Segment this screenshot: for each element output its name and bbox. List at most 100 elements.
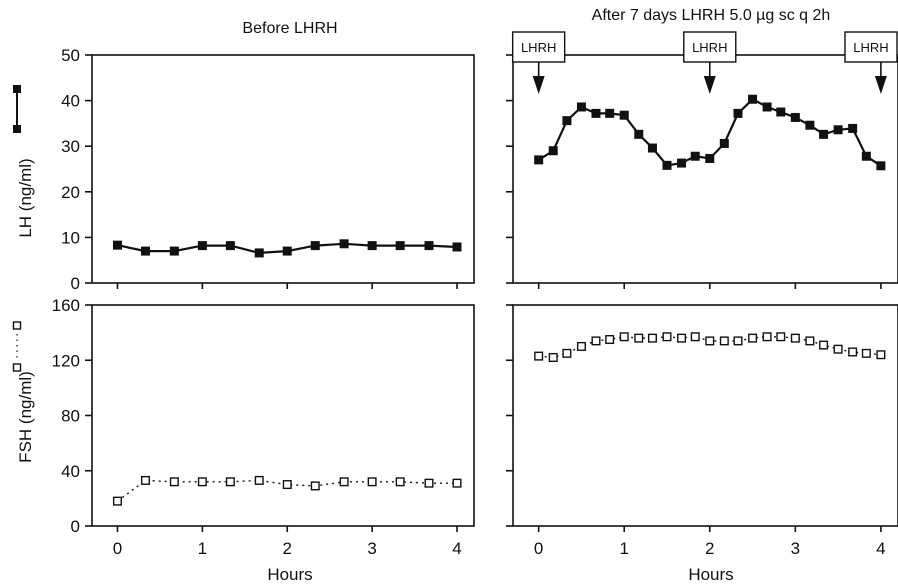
lh-data-point	[562, 116, 572, 126]
fsh-data-point	[548, 352, 558, 362]
lh-data-point	[197, 241, 207, 251]
lh-data-point	[819, 129, 829, 139]
y-tick-label: 0	[71, 517, 80, 536]
fsh-data-point	[647, 333, 657, 343]
panel-lh-after: LHRH LHRH LHRH	[506, 31, 898, 289]
fsh-data-point	[690, 332, 700, 342]
y-tick-label: 30	[61, 137, 80, 156]
lh-data-point	[662, 160, 672, 170]
fsh-data-point	[576, 341, 586, 351]
y-tick-label: 40	[61, 462, 80, 481]
y-tick-label: 80	[61, 407, 80, 426]
fsh-legend-marker-bottom	[12, 363, 22, 372]
lh-legend-marker-bottom	[13, 125, 21, 133]
plot-frame-fsh-before	[91, 304, 475, 527]
lh-data-point	[690, 151, 700, 161]
lh-data-point	[452, 242, 462, 252]
fsh-data-point	[634, 333, 644, 343]
lh-data-point	[424, 241, 434, 251]
lh-data-point	[833, 125, 843, 135]
lhrh-label: LHRH	[692, 40, 727, 55]
lh-data-point	[762, 102, 772, 112]
lh-data-point	[591, 108, 601, 118]
lh-data-point	[705, 154, 715, 164]
lh-data-point	[634, 129, 644, 139]
x-tick-label: 0	[113, 539, 122, 558]
plot-frame-lh-after	[512, 54, 898, 284]
lh-data-point	[790, 112, 800, 122]
y-tick-label: 10	[61, 228, 80, 247]
fsh-data-point	[591, 336, 601, 346]
lh-data-point	[282, 246, 292, 256]
fsh-data-point	[452, 478, 462, 488]
title-before: Before LHRH	[242, 20, 337, 37]
fsh-data-point	[833, 344, 843, 354]
y-tick-label: 0	[71, 274, 80, 293]
fsh-data-point	[395, 477, 405, 487]
fsh-data-point	[719, 336, 729, 346]
y-tick-label: 160	[52, 296, 80, 315]
lh-legend-marker-top	[13, 85, 21, 93]
panel-lh-before: 0 10 20 30 40 50	[61, 46, 475, 293]
lh-data-point	[367, 241, 377, 251]
fsh-data-point	[339, 477, 349, 487]
plot-frame-lh-before	[91, 54, 475, 284]
lh-data-point	[848, 123, 858, 133]
lh-data-point	[805, 120, 815, 130]
fsh-data-point	[805, 336, 815, 346]
fsh-data-point	[876, 350, 886, 360]
fsh-data-point	[619, 332, 629, 342]
lh-data-point	[112, 240, 122, 250]
lh-data-point	[339, 239, 349, 249]
x-axis-label-before: Hours	[267, 565, 312, 584]
lhrh-injection-marker: LHRH	[844, 31, 898, 94]
x-axis-label-after: Hours	[688, 565, 733, 584]
fsh-data-point	[254, 475, 264, 485]
lhrh-label-box	[511, 31, 566, 63]
fsh-data-point	[748, 333, 758, 343]
lh-data-point	[548, 146, 558, 156]
y-axis-label-lh: LH (ng/ml)	[16, 158, 35, 237]
lh-data-point	[605, 108, 615, 118]
x-tick-label: 2	[283, 539, 292, 558]
x-tick-label: 1	[198, 539, 207, 558]
lh-data-point	[225, 241, 235, 251]
lh-data-point	[169, 246, 179, 256]
fsh-data-point	[705, 336, 715, 346]
x-tick-label: 3	[791, 539, 800, 558]
lh-data-point	[719, 138, 729, 148]
fsh-data-point	[424, 478, 434, 488]
fsh-data-point	[662, 332, 672, 342]
y-tick-label: 20	[61, 183, 80, 202]
x-tick-label: 4	[876, 539, 885, 558]
lh-data-point	[140, 246, 150, 256]
fsh-data-point	[140, 475, 150, 485]
fsh-data-point	[112, 496, 122, 506]
fsh-data-point	[733, 336, 743, 346]
fsh-data-point	[534, 351, 544, 361]
x-tick-label: 0	[534, 539, 543, 558]
fsh-data-point	[605, 335, 615, 345]
y-tick-label: 40	[61, 92, 80, 111]
fsh-data-point	[790, 333, 800, 343]
lh-data-point	[876, 161, 886, 171]
fsh-data-point	[225, 477, 235, 487]
lhrh-label: LHRH	[853, 40, 888, 55]
lh-data-point	[310, 241, 320, 251]
title-after: After 7 days LHRH 5.0 µg sc q 2h	[592, 7, 831, 24]
fsh-data-point	[169, 477, 179, 487]
lhrh-label-box	[844, 31, 898, 63]
lh-data-point	[619, 110, 629, 120]
lh-data-point	[733, 108, 743, 118]
x-tick-label: 3	[367, 539, 376, 558]
lhrh-label-box	[683, 31, 737, 63]
fsh-legend-marker-top	[12, 321, 22, 330]
x-tick-label: 2	[705, 539, 714, 558]
fsh-data-point	[819, 340, 829, 350]
lh-data-point	[748, 94, 758, 104]
lh-data-point	[254, 248, 264, 258]
fsh-data-point	[776, 332, 786, 342]
x-tick-label: 1	[619, 539, 628, 558]
lh-data-point	[576, 102, 586, 112]
